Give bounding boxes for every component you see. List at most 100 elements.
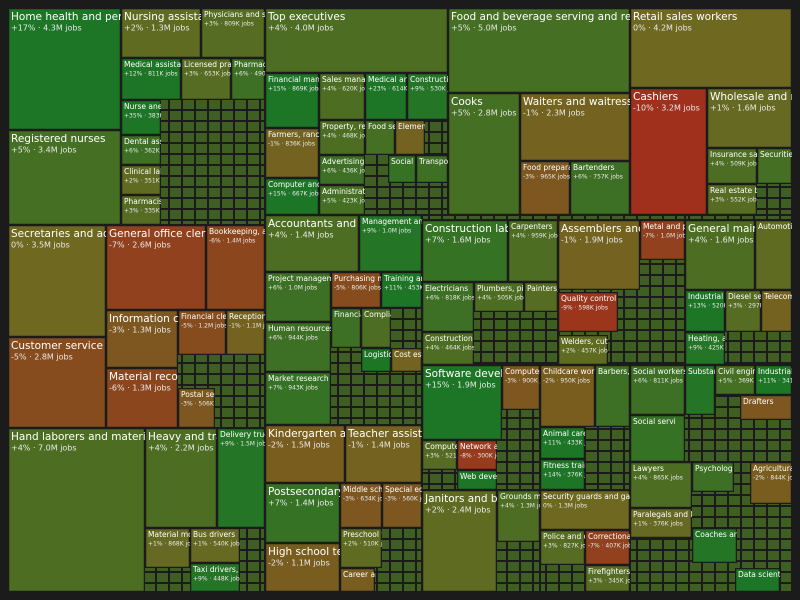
tile-detail: +3% · 809K jobs (204, 21, 254, 28)
tile-detail: +4% · 620K jobs (322, 86, 372, 93)
tile-box (707, 184, 757, 215)
tile: Real estate broker +3% · 552K jobs (707, 184, 780, 215)
tile: Security guards and ga 0% · 1.3M jobs (540, 490, 630, 530)
tile: Postsecondary teac+7% · 1.4M jobs (265, 483, 340, 543)
tile-box (319, 155, 365, 185)
tile: Computer sy +3% · 521K jobs (422, 440, 457, 470)
tile: Plumbers, pipefitt +4% · 505K jobs (474, 282, 524, 312)
tile-name: Heating, air (688, 334, 733, 343)
tile: Advertising, pro +6% · 436K jobs (319, 155, 365, 185)
tile-name: Taxi drivers, shuttle (192, 565, 267, 574)
tile: Sales managers +4% · 620K jobs (319, 73, 372, 120)
tile-name: Animal care an (543, 429, 600, 438)
tile-name: Medical assistants (124, 60, 193, 69)
tile-box (558, 220, 640, 290)
tile: Computer and info +15% · 667K jobs (265, 178, 319, 215)
tile-detail: +4% · 1.3M jobs (500, 503, 549, 510)
tile-detail: +35% · 383K jobs (124, 113, 178, 120)
tile-box (319, 185, 365, 215)
tile-detail: +6% · 490K jobs (234, 71, 284, 78)
tile: Childcare workers -2% · 950K jobs (540, 365, 595, 427)
tile: Preschool tea +2% · 510K jobs (340, 528, 382, 568)
tile: Welders, cutters, +2% · 457K jobs (558, 335, 608, 365)
tile-name: Electricians (425, 284, 468, 293)
tile: Computer su -3% · 900K jobs (502, 365, 540, 410)
tile-detail: +4% · 959K jobs (511, 233, 561, 240)
tile-detail: +7% · 1.4M jobs (268, 499, 334, 508)
tile-box (265, 272, 331, 322)
tile-name: Material recording (109, 371, 205, 383)
tile-box (520, 161, 570, 215)
tile-name: Pharmacy te (234, 60, 282, 69)
tile-detail: 0% · 1.3M jobs (543, 503, 587, 510)
tile-box (106, 225, 206, 310)
tile: Financial a (331, 308, 361, 348)
tile-detail: -3% · 965K jobs (523, 174, 570, 181)
tile-box (8, 337, 106, 428)
tile: Career and te (340, 568, 375, 592)
tile-box (707, 148, 757, 184)
tile: Metal and plas -7% · 1.0M jobs (640, 220, 685, 260)
tile-detail: +3% · 335K jobs (124, 208, 174, 215)
tile-box (106, 368, 178, 428)
tile: General maintenanc+4% · 1.6M jobs (685, 220, 795, 290)
tile: Bartenders +6% · 757K jobs (570, 161, 630, 215)
tile-box (685, 365, 715, 415)
tile: Carpenters +4% · 959K jobs (508, 220, 561, 282)
tile-box (448, 93, 520, 215)
tile-name: Middle school t (343, 485, 400, 494)
tile-detail: -10% · 3.2M jobs (633, 104, 700, 113)
tile-box (416, 155, 448, 183)
tile-detail: +7% · 1.6M jobs (425, 236, 491, 245)
tile-name: Web develop (460, 472, 509, 481)
tile-box (640, 220, 685, 260)
tile-name: Network and (460, 442, 508, 451)
tile: Fitness trainer +14% · 376K jobs (540, 459, 585, 490)
tile-detail: +23% · 614K jobs (368, 86, 422, 93)
tile-detail: -3% · 1.3M jobs (109, 326, 171, 335)
tile-name: Insurance sales ag (710, 150, 780, 159)
tile-box (757, 148, 792, 184)
tile-name: Cooks (451, 96, 483, 108)
tile: Accountants and audito+4% · 1.4M jobs (265, 215, 359, 272)
tile-name: Heavy and tractor-t (148, 431, 250, 443)
tile-detail: +5% · 5.0M jobs (451, 24, 517, 33)
tile-name: Real estate broker (710, 186, 780, 195)
tile: Social workers +6% · 811K jobs (630, 365, 685, 415)
tile-box (761, 290, 792, 332)
tile-name: Construction (410, 75, 458, 84)
tile-name: General maintenanc (688, 223, 795, 235)
tile-detail: +3% · 552K jobs (710, 197, 760, 204)
tile: Diesel servic +3% · 297K jobs (725, 290, 761, 332)
tile-box (497, 490, 540, 542)
tile-detail: +12% · 811K jobs (124, 71, 178, 78)
tile-box (391, 348, 422, 372)
tile-box (540, 365, 595, 427)
tile-detail: +4% · 509K jobs (710, 161, 760, 168)
tile: Cashiers-10% · 3.2M jobs (630, 88, 707, 215)
tile-detail: +4% · 4.0M jobs (268, 24, 334, 33)
tile-name: Security guards and ga (543, 492, 630, 501)
tile: Middle school t -3% · 634K jobs (340, 483, 400, 528)
tile-box (265, 128, 319, 178)
tile-box (457, 440, 497, 470)
tile-box (217, 428, 265, 528)
tile-box (715, 365, 755, 395)
tile-detail: +9% · 1.5M jobs (220, 441, 269, 448)
tile-detail: -1% · 1.9M jobs (561, 236, 623, 245)
tile-detail: -1% · 2.3M jobs (523, 109, 585, 118)
tile-name: Construction equi (425, 334, 491, 343)
tile-box (750, 462, 792, 504)
tile: Nursing assistants and c+2% · 1.3M jobs (121, 8, 201, 58)
tile-detail: -2% · 950K jobs (543, 378, 590, 385)
tile-detail: -5% · 2.8M jobs (11, 353, 73, 362)
tile-box (474, 282, 524, 312)
tile-box (381, 272, 422, 308)
tile-detail: +5% · 3.4M jobs (11, 146, 77, 155)
tile-name: Training and (383, 274, 430, 283)
tile-name: Delivery truck dri (220, 430, 285, 439)
tile-box (265, 372, 331, 425)
tile: Information clerks-3% · 1.3M jobs (106, 310, 178, 368)
tile: Cost estim (391, 348, 422, 372)
tile-detail: +6% · 362K jobs (124, 148, 174, 155)
